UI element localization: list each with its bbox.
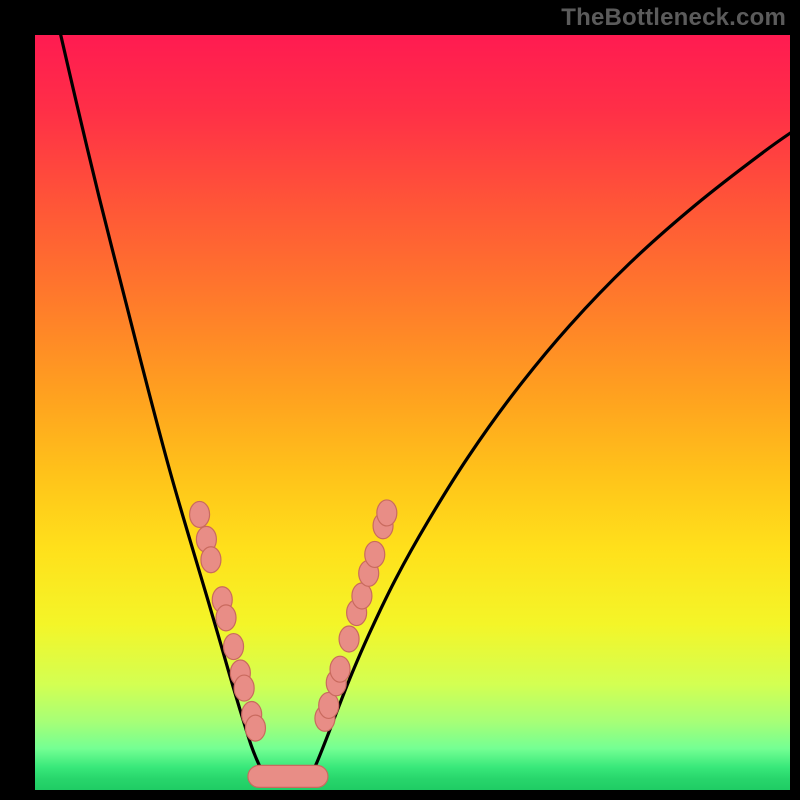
marker-left-2 — [201, 547, 221, 573]
marker-left-7 — [234, 675, 254, 701]
curve-layer — [35, 35, 790, 790]
plot-area — [35, 35, 790, 790]
bottleneck-curve-right — [311, 126, 800, 777]
marker-right-4 — [339, 626, 359, 652]
marker-right-10 — [377, 500, 397, 526]
watermark-text: TheBottleneck.com — [561, 4, 786, 32]
marker-right-3 — [330, 656, 350, 682]
marker-left-5 — [224, 634, 244, 660]
bottleneck-curve-left — [55, 9, 266, 777]
marker-right-8 — [365, 541, 385, 567]
marker-left-9 — [245, 715, 265, 741]
marker-bottom-pill — [248, 765, 328, 787]
marker-left-0 — [190, 501, 210, 527]
chart-frame: TheBottleneck.com — [0, 0, 800, 800]
marker-left-4 — [216, 605, 236, 631]
